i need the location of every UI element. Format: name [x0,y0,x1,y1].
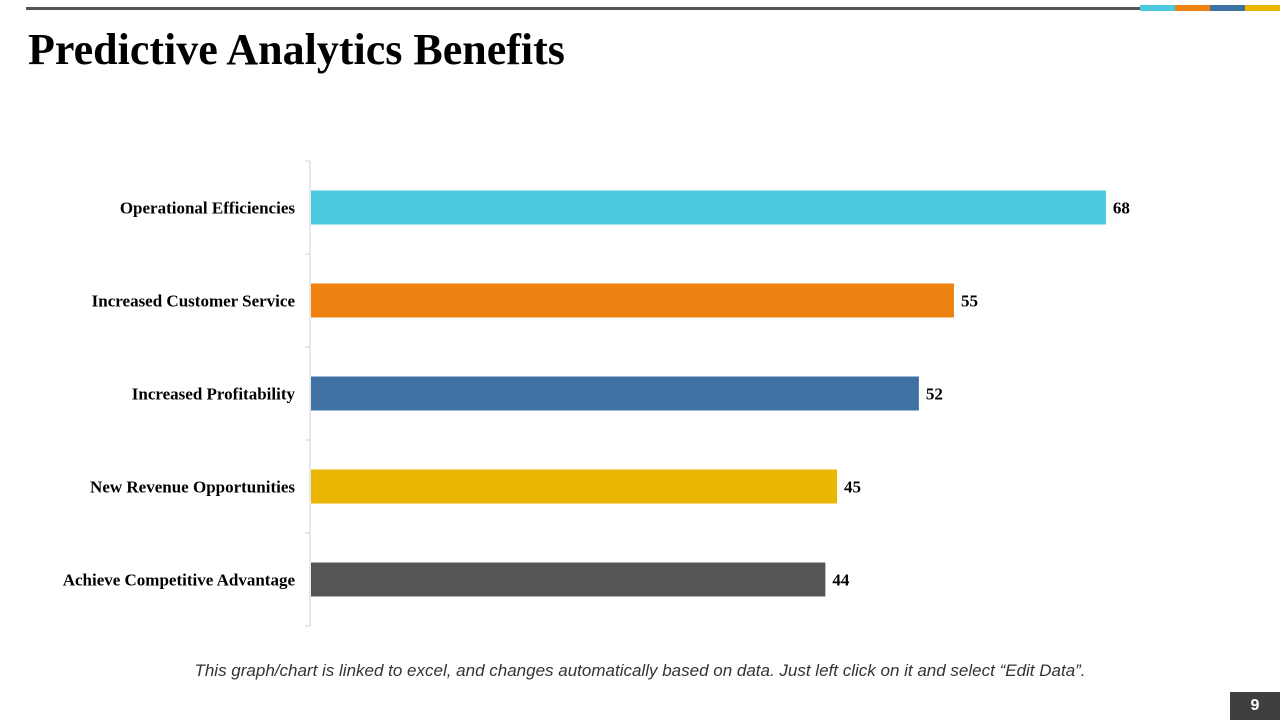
accent-segment [1210,5,1245,11]
bar[interactable] [311,469,838,504]
bar[interactable] [311,283,954,318]
accent-segment [1175,5,1210,11]
slide-title: Predictive Analytics Benefits [28,25,565,74]
category-label: Operational Efficiencies [120,199,296,218]
category-label: Achieve Competitive Advantage [63,571,296,590]
top-rule [26,7,1140,10]
data-label: 52 [926,385,943,404]
category-label: Increased Customer Service [92,292,296,311]
page-number: 9 [1230,692,1280,720]
footnote: This graph/chart is linked to excel, and… [194,661,1086,680]
data-label: 45 [844,478,861,497]
accent-segment [1140,5,1175,11]
data-label: 68 [1113,199,1130,218]
bar[interactable] [311,190,1106,225]
data-label: 55 [961,292,978,311]
bar[interactable] [311,562,826,597]
accent-strip [1140,5,1280,11]
accent-segment [1245,5,1280,11]
data-label: 44 [832,571,850,590]
category-label: Increased Profitability [132,385,296,404]
bar[interactable] [311,376,919,411]
category-label: New Revenue Opportunities [90,478,295,497]
